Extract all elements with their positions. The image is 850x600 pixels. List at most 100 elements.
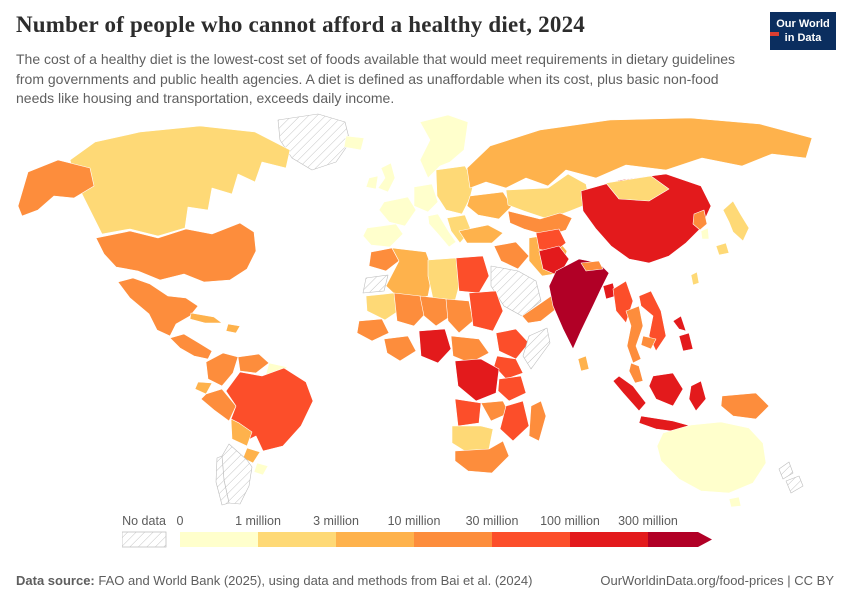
- country-ukraine[interactable]: [466, 191, 513, 220]
- country-angola[interactable]: [454, 398, 482, 427]
- country-uruguay[interactable]: [253, 462, 269, 476]
- country-japan-honshu[interactable]: [722, 200, 750, 242]
- legend-svg: No data 0 1 million 3 million 10 million 30 m…: [121, 514, 712, 548]
- country-vietnam-laos[interactable]: [638, 290, 667, 352]
- data-source: Data source: FAO and World Bank (2025), …: [16, 573, 532, 588]
- country-canada[interactable]: [69, 125, 291, 237]
- legend-label: 1 million: [235, 514, 281, 528]
- country-italy[interactable]: [427, 213, 457, 248]
- country-australia-tasmania[interactable]: [728, 496, 742, 508]
- legend-bin-arrow[interactable]: [648, 532, 712, 547]
- country-morocco[interactable]: [368, 247, 400, 272]
- country-uk[interactable]: [377, 162, 396, 193]
- country-iraq-syria[interactable]: [493, 241, 530, 270]
- country-south-korea[interactable]: [700, 227, 710, 240]
- country-new-zealand-south[interactable]: [785, 475, 804, 494]
- chart-footer: Data source: FAO and World Bank (2025), …: [16, 573, 834, 588]
- country-ireland[interactable]: [365, 175, 379, 190]
- country-sudan[interactable]: [468, 290, 504, 332]
- country-ivory-ghana[interactable]: [383, 335, 417, 362]
- legend-bin-swatch[interactable]: [258, 532, 336, 547]
- country-thailand[interactable]: [625, 305, 644, 364]
- country-somalia[interactable]: [522, 327, 551, 370]
- country-indonesia-sulawesi[interactable]: [688, 380, 707, 412]
- country-north-korea[interactable]: [692, 209, 708, 231]
- legend-no-data-swatch[interactable]: [121, 531, 167, 548]
- country-tanzania[interactable]: [497, 375, 527, 402]
- country-kazakhstan[interactable]: [505, 173, 591, 220]
- country-mozambique[interactable]: [499, 400, 530, 442]
- country-ethiopia[interactable]: [495, 328, 530, 360]
- page-title: Number of people who cannot afford a hea…: [16, 12, 585, 37]
- country-western-sahara[interactable]: [362, 274, 389, 294]
- country-colombia[interactable]: [205, 352, 239, 387]
- country-russia[interactable]: [466, 117, 813, 189]
- country-cameroon-car[interactable]: [450, 335, 490, 364]
- owid-logo-line1: Our World: [776, 17, 830, 30]
- owid-logo[interactable]: Our World in Data: [770, 12, 836, 50]
- legend-bin-swatch[interactable]: [492, 532, 570, 547]
- country-senegal-guinea[interactable]: [356, 318, 390, 342]
- legend-bin-swatch[interactable]: [336, 532, 414, 547]
- country-spain[interactable]: [362, 223, 404, 248]
- legend-bin-swatch[interactable]: [180, 532, 258, 547]
- country-madagascar[interactable]: [528, 400, 547, 442]
- country-taiwan[interactable]: [690, 271, 700, 286]
- country-venezuela[interactable]: [237, 353, 270, 374]
- world-map-svg: [17, 113, 813, 508]
- country-india[interactable]: [548, 258, 610, 350]
- chart-header: Number of people who cannot afford a hea…: [16, 12, 836, 50]
- country-nigeria[interactable]: [418, 328, 452, 364]
- country-mexico[interactable]: [117, 277, 199, 337]
- country-australia[interactable]: [656, 421, 767, 494]
- country-hispaniola[interactable]: [225, 323, 241, 334]
- country-philippines-north[interactable]: [672, 315, 687, 332]
- legend-bin-swatch[interactable]: [570, 532, 648, 547]
- country-new-guinea[interactable]: [720, 392, 770, 420]
- owid-logo-accent: [770, 32, 779, 36]
- country-nepal[interactable]: [580, 260, 604, 272]
- country-peru[interactable]: [200, 388, 237, 422]
- legend-label: No data: [122, 514, 166, 528]
- country-kenya-uganda[interactable]: [493, 355, 524, 380]
- country-central-america[interactable]: [169, 333, 213, 360]
- country-libya[interactable]: [427, 257, 462, 302]
- country-malaysia[interactable]: [628, 362, 644, 384]
- country-mali[interactable]: [393, 292, 429, 327]
- country-greenland[interactable]: [277, 113, 351, 171]
- legend-bin-swatch[interactable]: [414, 532, 492, 547]
- country-iceland[interactable]: [343, 135, 365, 151]
- owid-url-link[interactable]: OurWorldinData.org/food-prices | CC BY: [600, 573, 834, 588]
- country-sri-lanka[interactable]: [577, 355, 590, 372]
- country-new-zealand-north[interactable]: [778, 461, 794, 480]
- country-cambodia[interactable]: [640, 335, 657, 350]
- country-chile[interactable]: [215, 455, 230, 506]
- country-egypt[interactable]: [455, 255, 490, 294]
- country-china[interactable]: [580, 173, 712, 264]
- country-usa-alaska[interactable]: [17, 159, 95, 217]
- country-ecuador[interactable]: [194, 381, 213, 395]
- country-mauritania[interactable]: [365, 292, 401, 321]
- country-saudi-arabia[interactable]: [490, 265, 542, 317]
- country-niger[interactable]: [419, 295, 452, 327]
- country-france[interactable]: [378, 196, 417, 227]
- chart-subtitle: The cost of a healthy diet is the lowest…: [16, 51, 736, 107]
- country-eastern-europe[interactable]: [435, 165, 475, 215]
- map-legend: No data 0 1 million 3 million 10 million 30 m…: [121, 512, 722, 557]
- country-bolivia[interactable]: [230, 418, 253, 447]
- country-germany[interactable]: [413, 183, 439, 213]
- country-nordics[interactable]: [419, 114, 469, 179]
- country-indonesia-sumatra[interactable]: [612, 375, 647, 412]
- owid-logo-line2: in Data: [784, 32, 822, 44]
- country-chad[interactable]: [445, 298, 474, 334]
- country-mongolia[interactable]: [605, 175, 670, 202]
- country-japan-kyushu[interactable]: [715, 242, 730, 256]
- country-cuba[interactable]: [189, 312, 223, 324]
- country-usa[interactable]: [95, 222, 257, 283]
- country-south-africa[interactable]: [454, 440, 510, 474]
- country-drc[interactable]: [454, 358, 500, 402]
- country-indonesia-borneo[interactable]: [648, 372, 684, 407]
- country-paraguay[interactable]: [242, 447, 261, 464]
- country-philippines-south[interactable]: [678, 332, 694, 352]
- country-turkey[interactable]: [458, 224, 504, 244]
